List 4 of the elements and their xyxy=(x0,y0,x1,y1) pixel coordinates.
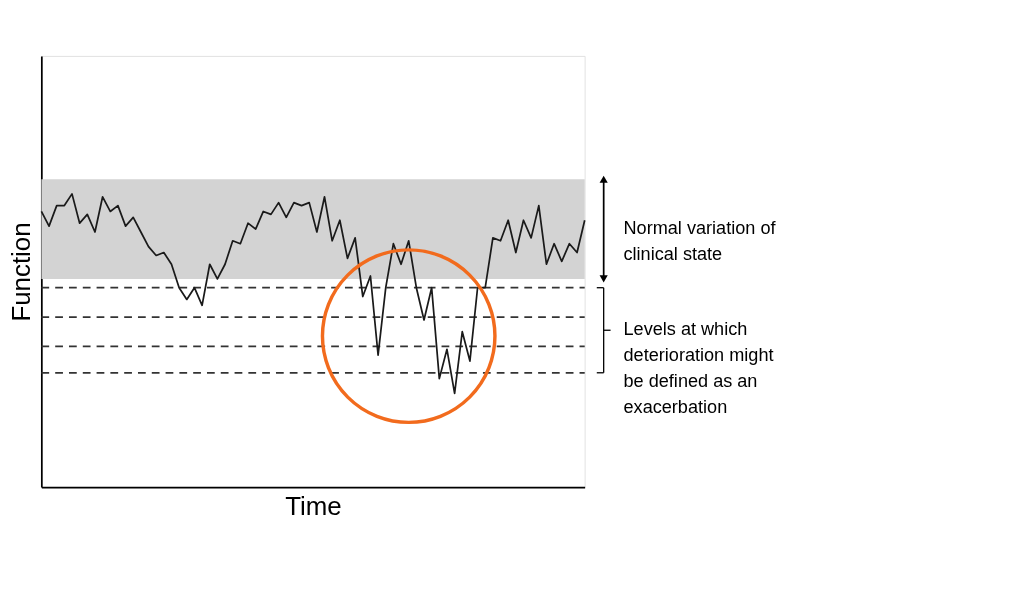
text: Levels at which deterioration might be defined as an exacerbation xyxy=(623,319,774,418)
x-axis-title: Time xyxy=(285,492,342,521)
band-label: Normal variation of clinical state xyxy=(623,218,777,265)
y-axis-title: Function xyxy=(6,222,35,322)
